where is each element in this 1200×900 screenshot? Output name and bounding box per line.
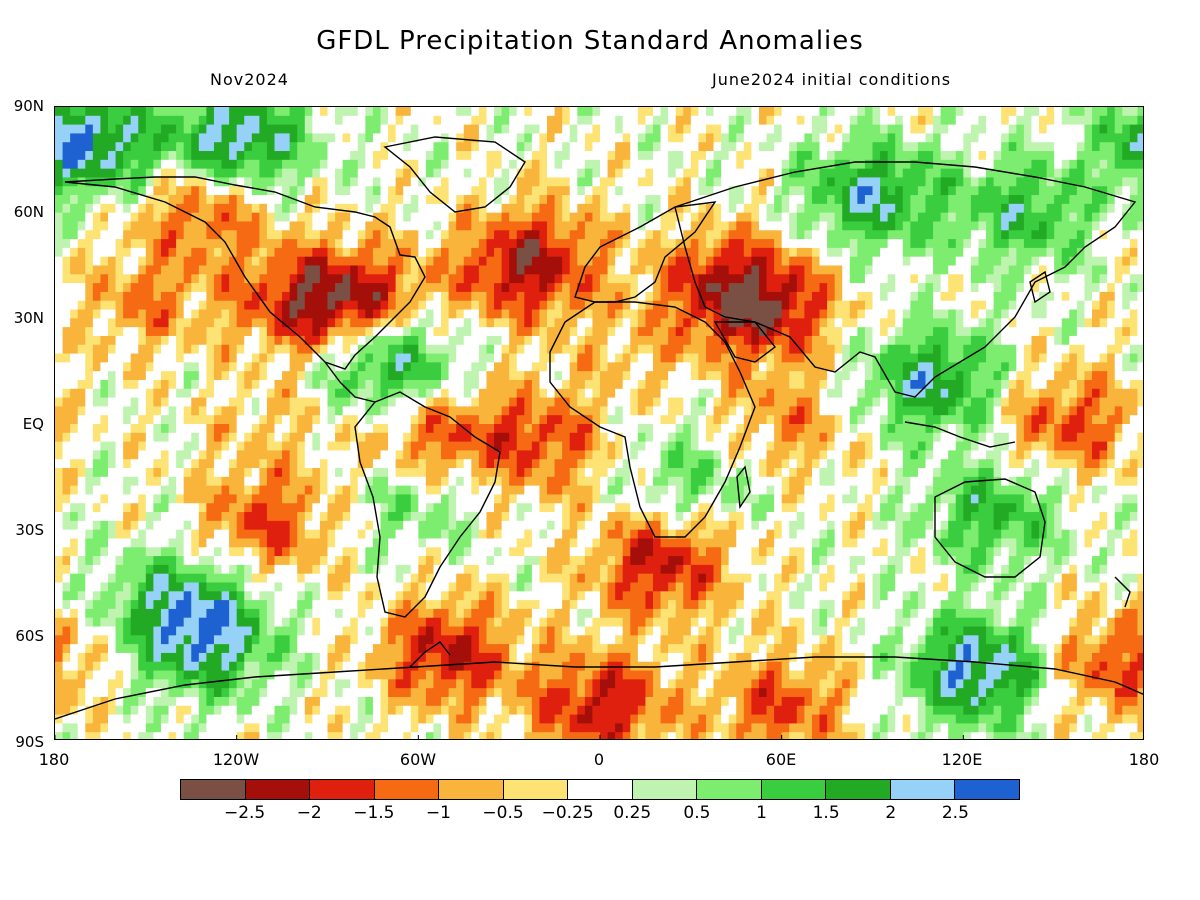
colorbar [180, 779, 1020, 800]
lon-label: 180 [38, 750, 70, 769]
lat-label: 30N [13, 309, 44, 327]
coastline-europe [574, 201, 717, 303]
colorbar-swatch [503, 780, 569, 799]
coastline-africa [549, 301, 756, 538]
colorbar-label: 1 [756, 803, 767, 823]
lon-label: 120E [941, 750, 983, 769]
colorbar-label: −2.5 [223, 803, 266, 823]
coastline-madagascar [736, 465, 751, 510]
lat-label: 90S [15, 733, 44, 751]
colorbar-swatch [374, 780, 440, 799]
lat-label: 30S [15, 521, 44, 539]
colorbar-swatch [697, 780, 762, 799]
forecast-month-label: Nov2024 [210, 70, 289, 89]
coastline-indonesia [904, 421, 1016, 448]
coastline-asia [674, 161, 1137, 398]
coastline-antarctica [55, 656, 1143, 720]
colorbar-label: 0.25 [613, 803, 652, 823]
colorbar-swatch [826, 780, 891, 799]
coastline-layer [55, 136, 1143, 720]
coastline-japan [1029, 270, 1051, 304]
colorbar-swatch [310, 780, 375, 799]
map-canvas [55, 107, 1143, 739]
lon-label: 60W [399, 750, 437, 769]
lon-label: 60E [765, 750, 797, 769]
colorbar-swatch [245, 780, 311, 799]
coastline-arabia [713, 321, 776, 363]
coastline-new-zealand [1114, 576, 1131, 608]
coastline-australia [934, 478, 1046, 578]
lat-label: 60N [13, 203, 44, 221]
coastline-greenland [383, 136, 526, 213]
colorbar-swatch [955, 780, 1019, 799]
coastline-antarctic-peninsula [409, 641, 451, 668]
colorbar-label: 2.5 [941, 803, 969, 823]
colorbar-label: 1.5 [812, 803, 840, 823]
colorbar-swatch [761, 780, 827, 799]
lat-label: 90N [13, 97, 44, 115]
colorbar-swatch [181, 780, 246, 799]
lon-label: 180 [1128, 750, 1160, 769]
colorbar-swatch [568, 780, 633, 799]
lon-label: 120W [212, 750, 260, 769]
lat-label: EQ [22, 415, 44, 433]
anomaly-fill-layer [55, 107, 1143, 739]
colorbar-swatch [439, 780, 504, 799]
colorbar-label: −0.25 [541, 803, 594, 823]
colorbar-label: −0.5 [482, 803, 524, 823]
colorbar-label: 0.5 [683, 803, 711, 823]
lat-label: 60S [15, 627, 44, 645]
colorbar-label: −1 [425, 803, 451, 823]
chart-title: GFDL Precipitation Standard Anomalies [316, 26, 864, 56]
colorbar-label: 2 [885, 803, 897, 823]
coastline-north-america [64, 176, 426, 370]
colorbar-label: −2 [296, 803, 322, 823]
colorbar-swatch [632, 780, 698, 799]
coastline-south-america [354, 391, 501, 618]
colorbar-swatch [890, 780, 956, 799]
precipitation-anomaly-map [54, 106, 1144, 740]
colorbar-label: −1.5 [353, 803, 395, 823]
initial-conditions-label: June2024 initial conditions [712, 70, 952, 89]
lon-label: 0 [593, 750, 605, 769]
coastline-central-america [324, 361, 376, 403]
